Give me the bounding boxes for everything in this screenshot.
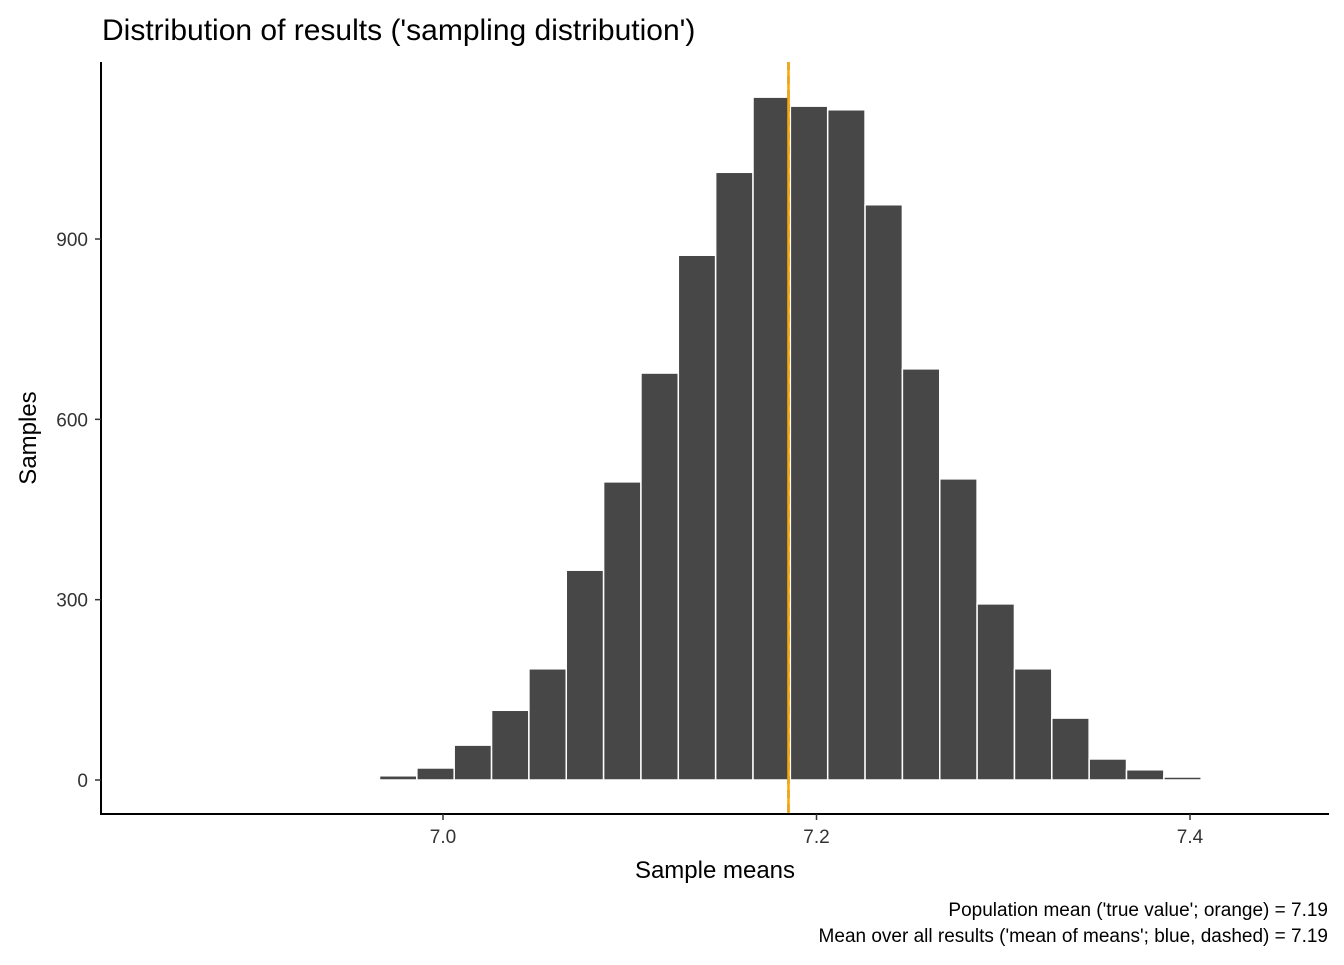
histogram-bar [1088,758,1128,781]
chart-title: Distribution of results ('sampling distr… [102,14,695,47]
histogram-bar [490,709,530,781]
histogram-bar [1051,717,1090,781]
histogram-bar [714,171,754,781]
x-ticks: 7.0 7.2 7.4 [430,814,1204,848]
histogram-bar [602,481,642,781]
y-axis-label: Samples [15,391,42,484]
histogram-bar [752,96,792,781]
histogram-bar [528,668,568,781]
histogram-bar [789,105,829,781]
histogram-bar [565,569,605,781]
histogram-bar [1125,769,1165,781]
histogram-bar [901,368,941,781]
x-tick-label: 7.0 [430,827,456,848]
histogram-bar [1013,668,1053,781]
y-ticks: 0 300 600 900 [56,230,101,792]
y-tick-label: 0 [77,771,88,792]
histogram-bar [939,478,978,781]
caption-line-1: Population mean ('true value'; orange) =… [948,900,1328,921]
x-tick-label: 7.2 [803,827,829,848]
histogram-bar [416,767,455,781]
histogram-bar [378,775,418,781]
histogram-bar [826,109,866,781]
bars-group [378,96,1202,781]
x-axis-label: Sample means [635,857,795,884]
y-tick-label: 300 [56,591,88,612]
histogram-bar [976,603,1016,781]
histogram-bar [453,744,493,781]
histogram-bar [864,203,904,781]
caption-line-2: Mean over all results ('mean of means'; … [819,926,1328,947]
histogram-bar [677,254,717,781]
x-tick-label: 7.4 [1177,827,1204,848]
y-tick-label: 900 [56,230,88,251]
histogram-bar [640,372,680,781]
y-tick-label: 600 [56,410,88,431]
histogram-bar [1163,776,1202,781]
